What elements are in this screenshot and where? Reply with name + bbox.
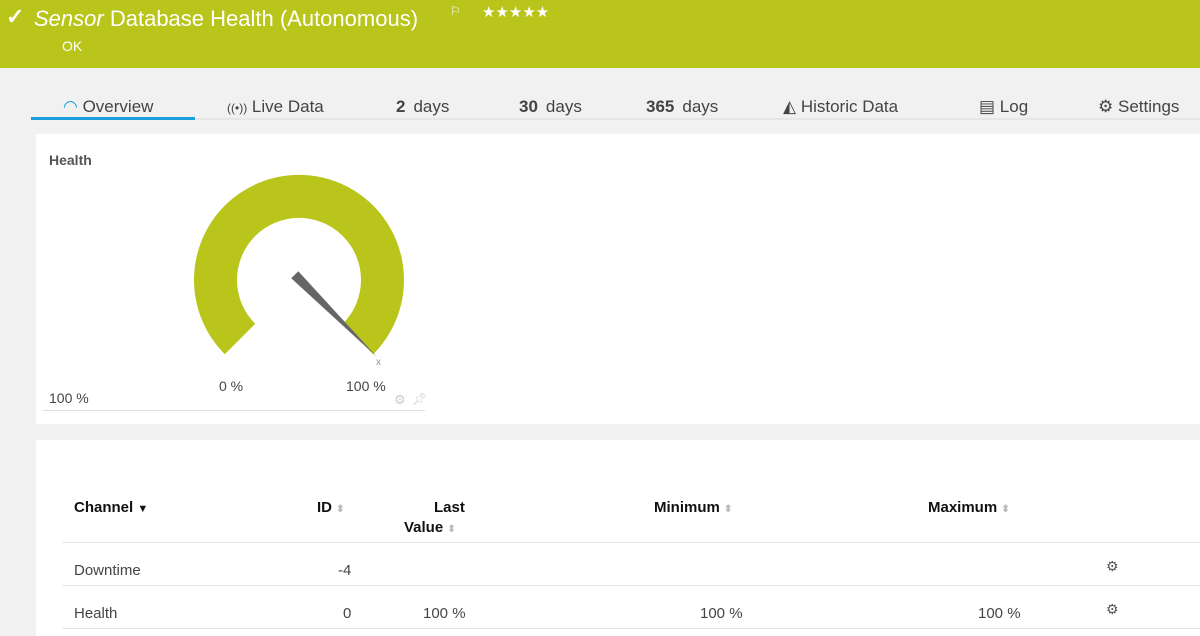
gauge-max-label: 100 % <box>346 378 386 394</box>
header-last-value-1[interactable]: Last <box>434 499 465 516</box>
sensor-header: ✓ Sensor Database Health (Autonomous) ⚐ … <box>0 0 1200 68</box>
channel-name[interactable]: Downtime <box>74 562 141 579</box>
status-text: OK <box>62 38 83 54</box>
tab-365-days[interactable]: 365 days <box>646 97 718 117</box>
divider <box>62 585 1200 586</box>
health-gauge: x <box>194 174 404 368</box>
header-last-value-2[interactable]: Value ⬍ <box>404 519 456 536</box>
tab-num: 30 <box>519 97 538 116</box>
channels-card <box>36 440 1200 636</box>
tab-label: days <box>682 97 719 116</box>
channel-id: 0 <box>343 605 352 622</box>
divider <box>43 410 425 411</box>
tab-label: Settings <box>1117 97 1180 116</box>
area-chart-icon: ◭ <box>783 97 797 116</box>
channel-settings-icon[interactable]: ⚙ <box>1106 601 1119 617</box>
priority-stars[interactable]: ★★★★★ <box>482 4 550 21</box>
tab-num: 2 <box>396 97 406 116</box>
gauge-icon: ◠ <box>63 97 78 116</box>
sensor-prefix: Sensor <box>34 6 104 31</box>
log-icon: ▤ <box>979 97 996 116</box>
tab-label: Live Data <box>251 97 324 116</box>
header-maximum[interactable]: Maximum ⬍ <box>928 499 1010 516</box>
divider <box>62 542 1200 543</box>
tab-label: Historic Data <box>800 97 899 116</box>
header-minimum[interactable]: Minimum ⬍ <box>654 499 733 516</box>
flag-icon[interactable]: ⚐ <box>450 4 461 18</box>
tab-bar: ◠ Overview ((•)) Live Data 2 days 30 days … <box>31 92 1200 120</box>
channel-minimum: 100 % <box>700 605 743 622</box>
header-channel[interactable]: Channel ▼ <box>74 499 149 516</box>
tab-log[interactable]: ▤ Log <box>979 97 1028 117</box>
sensor-name: Database Health (Autonomous) <box>109 6 419 31</box>
header-id[interactable]: ID ⬍ <box>317 499 345 516</box>
check-icon: ✓ <box>6 4 25 29</box>
gauge-title: Health <box>49 152 92 168</box>
channel-last-value: 100 % <box>423 605 466 622</box>
gauge-card: Health x 0 % 100 % 100 % ⚙ 📌︎ <box>36 134 1200 424</box>
sensor-title: Sensor Database Health (Autonomous) <box>34 6 418 32</box>
tab-label: days <box>413 97 450 116</box>
tab-settings[interactable]: ⚙ Settings <box>1098 97 1179 117</box>
tab-num: 365 <box>646 97 675 116</box>
tab-2-days[interactable]: 2 days <box>396 97 449 117</box>
channel-name[interactable]: Health <box>74 605 118 622</box>
pin-icon[interactable]: 📌︎ <box>412 392 428 406</box>
gauge-needle <box>291 271 377 357</box>
channel-maximum: 100 % <box>978 605 1021 622</box>
tab-30-days[interactable]: 30 days <box>519 97 582 117</box>
gauge-min-label: 0 % <box>219 378 244 394</box>
gauge-arc <box>194 174 404 355</box>
tab-label: Log <box>999 97 1029 116</box>
gauge-value: 100 % <box>49 390 89 406</box>
tab-label: days <box>545 97 582 116</box>
divider <box>62 628 1200 629</box>
gear-icon: ⚙ <box>1098 97 1114 116</box>
live-signal-icon: ((•)) <box>227 101 248 115</box>
channel-settings-icon[interactable]: ⚙ <box>1106 558 1119 574</box>
channel-id: -4 <box>338 562 352 579</box>
tab-overview[interactable]: ◠ Overview <box>31 97 195 120</box>
needle-marker: x <box>376 357 381 368</box>
tab-label: Overview <box>82 97 154 116</box>
tab-historic-data[interactable]: ◭ Historic Data <box>783 97 898 117</box>
tab-live-data[interactable]: ((•)) Live Data <box>227 97 324 117</box>
gear-icon[interactable]: ⚙ <box>394 392 406 407</box>
